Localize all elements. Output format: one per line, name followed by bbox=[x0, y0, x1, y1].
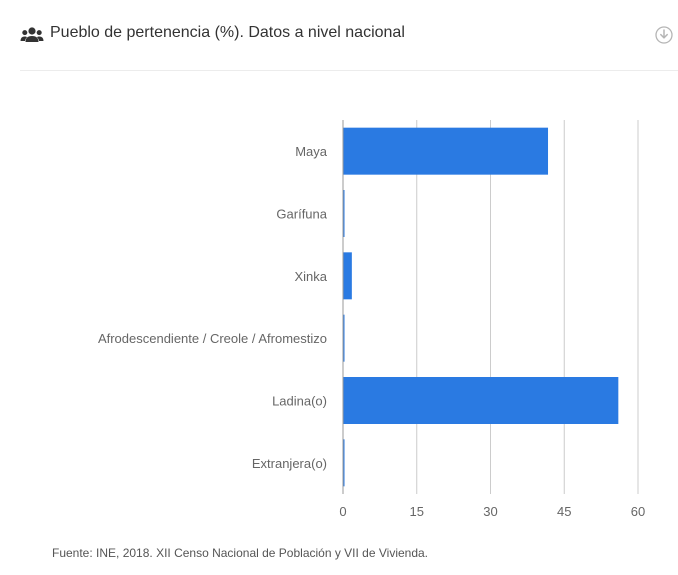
bar-chart: 0 15 30 45 60 Maya Garífuna Xinka Afrodescendien… bbox=[98, 120, 645, 519]
category-label: Extranjera(o) bbox=[252, 456, 327, 471]
chart-title: Pueblo de pertenencia (%). Datos a nivel… bbox=[50, 24, 405, 41]
category-label: Afrodescendiente / Creole / Afromestizo bbox=[98, 331, 327, 346]
source-note: Fuente: INE, 2018. XII Censo Nacional de… bbox=[52, 546, 429, 560]
category-label: Garífuna bbox=[276, 207, 327, 222]
category-label: Maya bbox=[295, 144, 328, 159]
x-tick-label: 15 bbox=[410, 504, 424, 519]
x-tick-label: 0 bbox=[339, 504, 346, 519]
users-icon bbox=[20, 27, 44, 42]
chart-header: Pueblo de pertenencia (%). Datos a nivel… bbox=[20, 22, 678, 71]
bar bbox=[343, 252, 352, 300]
category-label: Ladina(o) bbox=[272, 394, 327, 409]
download-circle-icon[interactable] bbox=[654, 25, 674, 45]
category-label: Xinka bbox=[294, 269, 327, 284]
bar bbox=[343, 190, 345, 237]
bar bbox=[343, 377, 619, 424]
x-tick-label: 60 bbox=[631, 504, 645, 519]
bar bbox=[343, 127, 549, 175]
bar bbox=[343, 439, 345, 487]
x-tick-label: 45 bbox=[557, 504, 571, 519]
bar bbox=[343, 314, 345, 362]
x-tick-label: 30 bbox=[483, 504, 497, 519]
